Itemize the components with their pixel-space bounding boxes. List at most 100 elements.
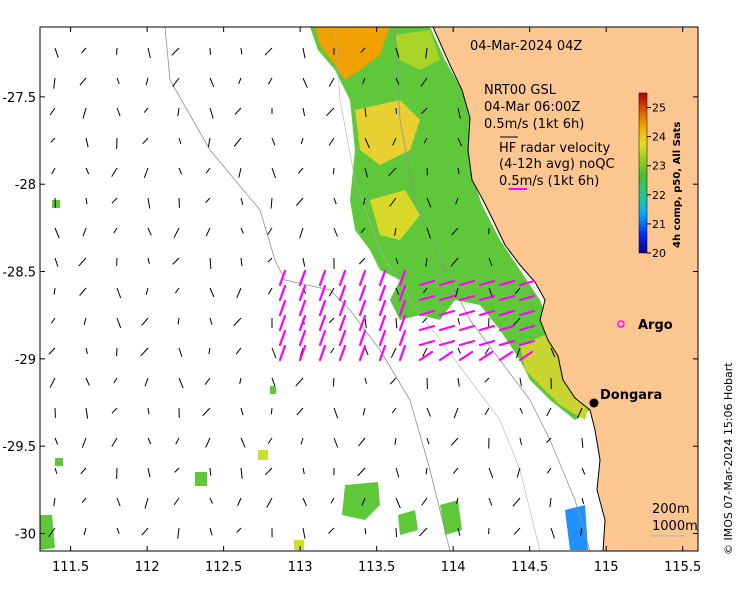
model-arrow-205 — [333, 437, 339, 448]
model-arrow-109 — [425, 257, 428, 267]
radar-arrow-47 — [438, 324, 456, 332]
model-arrow-8 — [302, 47, 306, 59]
model-arrow-235 — [144, 497, 149, 509]
radar-arrow-7 — [418, 279, 436, 287]
model-arrow-259 — [328, 527, 335, 534]
radar-arrow-8 — [438, 279, 456, 287]
model-arrow-94 — [426, 227, 431, 239]
model-arrow-40 — [50, 137, 56, 143]
radar-arrow-27 — [298, 299, 307, 317]
model-arrow-194 — [546, 407, 552, 417]
model-arrow-44 — [178, 137, 182, 144]
model-arrow-61 — [271, 167, 276, 179]
model-arrow-190 — [426, 407, 432, 417]
model-arrow-159 — [515, 347, 521, 359]
model-arrow-127 — [514, 287, 521, 295]
model-arrow-22 — [328, 77, 335, 87]
radar-arrow-45 — [398, 314, 407, 332]
model-arrow-238 — [237, 497, 242, 506]
model-arrow-105 — [302, 257, 306, 267]
radar-arrow-70 — [378, 344, 387, 362]
colorbar-ticks: 25 24 23 22 21 20 — [647, 102, 666, 260]
model-arrow-134 — [233, 317, 242, 326]
lat-tick-label: -27.5 — [2, 91, 36, 106]
model-arrow-125 — [455, 287, 459, 298]
model-arrow-199 — [147, 437, 152, 445]
radar-arrow-16 — [338, 284, 347, 302]
model-arrow-69 — [85, 197, 88, 205]
model-arrow-65 — [388, 167, 397, 177]
model-arrow-232 — [53, 497, 56, 507]
lon-tick-label: 112.5 — [205, 560, 242, 575]
radar-arrow-15 — [318, 284, 327, 302]
model-arrow-85 — [147, 227, 152, 236]
model-arrow-130 — [116, 317, 122, 329]
model-arrow-173 — [426, 377, 428, 390]
model-arrow-160 — [550, 347, 556, 358]
lat-tick-label: -29 — [15, 353, 36, 368]
model-arrow-140 — [421, 317, 428, 324]
model-arrow-57 — [143, 167, 149, 178]
model-arrow-222 — [302, 467, 305, 475]
model-arrow-118 — [236, 287, 242, 298]
model-arrow-35 — [325, 107, 335, 117]
model-arrow-234 — [116, 497, 121, 507]
model-arrow-63 — [332, 167, 335, 175]
model-arrow-32 — [234, 107, 242, 115]
model-arrow-47 — [271, 137, 276, 146]
model-arrow-217 — [147, 467, 151, 478]
land-mass — [432, 27, 698, 551]
model-arrow-23 — [362, 77, 366, 85]
radar-arrow-17 — [358, 284, 367, 302]
model-arrow-79 — [389, 197, 397, 207]
lon-tick-label: 114.5 — [511, 560, 548, 575]
model-arrow-154 — [364, 347, 369, 356]
model-arrow-253 — [141, 527, 149, 536]
radar-arrow-49 — [478, 324, 496, 332]
model-arrow-11 — [395, 47, 400, 58]
model-arrow-18 — [209, 77, 215, 88]
radar-arrow-59 — [418, 339, 436, 347]
model-arrow-240 — [302, 497, 307, 507]
model-arrow-43 — [142, 137, 149, 145]
model-arrow-133 — [209, 317, 213, 325]
model-arrow-91 — [333, 227, 338, 237]
model-arrow-95 — [451, 227, 459, 236]
radar-arrow-22 — [458, 294, 476, 302]
radar-arrow-63 — [498, 339, 516, 347]
model-arrow-59 — [205, 167, 211, 174]
model-arrow-156 — [422, 347, 428, 357]
radar-arrow-53 — [298, 329, 307, 347]
model-arrow-6 — [240, 47, 243, 55]
model-arrow-51 — [392, 137, 397, 146]
model-arrow-88 — [240, 227, 244, 234]
radar-arrow-33 — [418, 309, 436, 317]
model-arrow-187 — [333, 407, 339, 419]
model-arrow-104 — [267, 257, 273, 263]
model-arrow-46 — [233, 137, 242, 147]
radar-arrow-68 — [338, 344, 347, 362]
radar-arrow-69 — [358, 344, 367, 362]
radar-arrow-4 — [358, 269, 367, 287]
radar-arrow-56 — [358, 329, 367, 347]
model-arrow-174 — [457, 377, 460, 387]
model-arrow-207 — [394, 437, 397, 445]
model-arrow-41 — [85, 137, 89, 148]
lat-tick-label: -28.5 — [2, 266, 36, 281]
model-arrow-148 — [178, 347, 183, 357]
model-arrow-124 — [422, 287, 428, 294]
model-arrow-180 — [111, 407, 118, 414]
model-arrow-166 — [204, 377, 211, 385]
model-time: 04-Mar 06:00Z — [484, 100, 580, 115]
cb-tick-label: 25 — [652, 102, 666, 115]
model-arrow-157 — [457, 347, 461, 354]
radar-arrow-62 — [478, 339, 496, 347]
radar-arrow-66 — [298, 344, 307, 362]
radar-arrow-48 — [458, 324, 476, 332]
model-arrow-45 — [207, 137, 211, 148]
model-arrow-191 — [453, 407, 459, 419]
model-arrow-53 — [457, 137, 463, 147]
model-arrow-265 — [513, 527, 521, 535]
model-arrow-198 — [111, 437, 118, 447]
radar-arrow-43 — [358, 314, 367, 332]
